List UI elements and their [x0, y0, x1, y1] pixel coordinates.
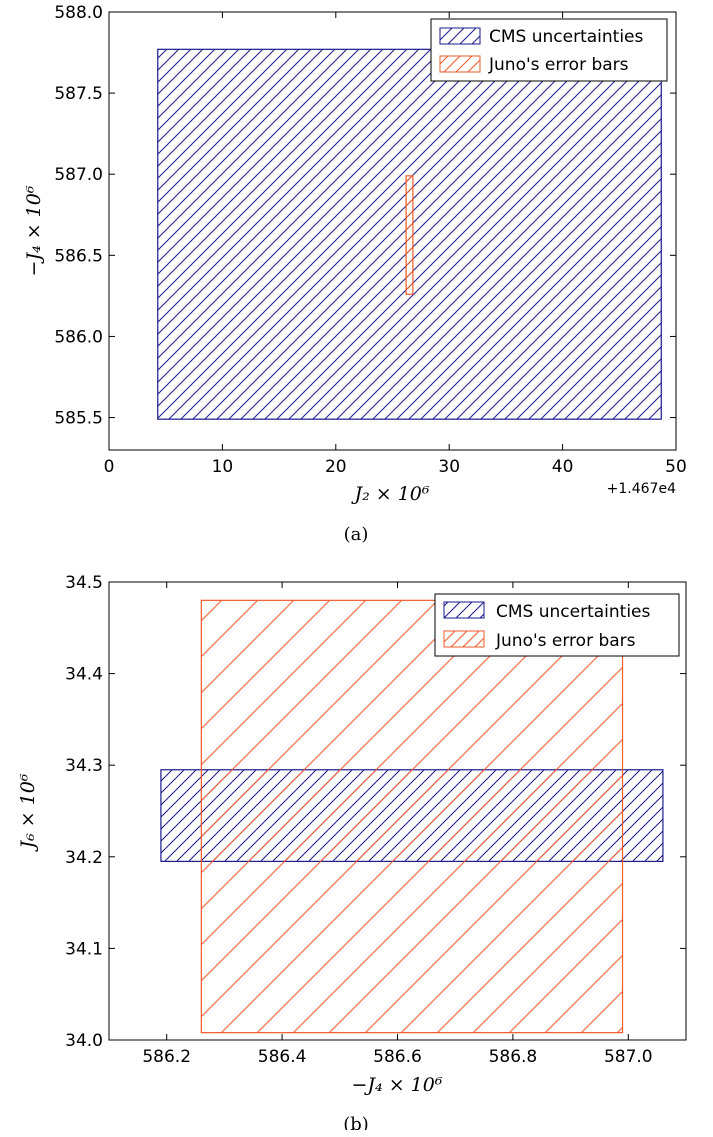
chart-a-ylabel: −J₄ × 10⁶: [23, 185, 45, 276]
chart-b-xtick-label: 587.0: [604, 1047, 653, 1067]
chart-a-ytick-label: 586.5: [54, 246, 103, 266]
chart-b-legend-label-cms: CMS uncertainties: [496, 602, 651, 622]
chart-a-legend-label-juno: Juno's error bars: [488, 55, 629, 75]
chart-b-series: [160, 599, 664, 1034]
chart-a-xtick-label: 30: [438, 457, 460, 477]
chart-b: 586.2 586.4 586.6 586.8 587.0 34.0 34.1 34.2 34.…: [17, 573, 687, 1130]
chart-a-ytick-label: 588.0: [54, 3, 103, 23]
chart-a-x-offset: +1.467e4: [607, 481, 676, 497]
chart-a-legend-swatch-cms: [439, 27, 481, 45]
chart-a-caption: (a): [344, 524, 369, 545]
chart-b-ytick-label: 34.4: [65, 665, 103, 685]
chart-a-ytick-label: 585.5: [54, 409, 103, 429]
chart-b-xtick-label: 586.2: [142, 1047, 191, 1067]
chart-b-xtick-label: 586.4: [258, 1047, 307, 1067]
chart-b-ticks: 586.2 586.4 586.6 586.8 587.0 34.0 34.1 34.2 34.…: [65, 573, 686, 1067]
chart-b-legend-label-juno: Juno's error bars: [495, 631, 636, 651]
chart-a: 0 10 20 30 40 50 585.5 586.0 586.5 587.0 587.5 588.…: [23, 3, 687, 545]
chart-a-xtick-label: 40: [552, 457, 574, 477]
chart-a-legend-swatch-juno: [439, 55, 481, 73]
chart-b-legend-swatch-cms: [443, 601, 485, 619]
chart-a-ytick-label: 587.5: [54, 84, 103, 104]
chart-b-ytick-label: 34.2: [65, 848, 103, 868]
chart-b-ytick-label: 34.5: [65, 573, 103, 593]
chart-b-ytick-label: 34.3: [65, 756, 103, 776]
chart-b-xtick-label: 586.6: [373, 1047, 422, 1067]
chart-b-ytick-label: 34.0: [65, 1031, 103, 1051]
chart-a-xtick-label: 20: [325, 457, 347, 477]
chart-b-legend: CMS uncertainties Juno's error bars: [434, 593, 680, 657]
chart-a-ticks: 0 10 20 30 40 50 585.5 586.0 586.5 587.0 587.5 588.…: [54, 3, 686, 477]
chart-b-region-juno: [200, 599, 624, 1034]
chart-a-ytick-label: 587.0: [54, 165, 103, 185]
chart-a-xtick-label: 50: [665, 457, 687, 477]
chart-a-xtick-label: 10: [212, 457, 234, 477]
chart-b-legend-swatch-juno: [443, 630, 485, 648]
chart-a-frame: [108, 11, 677, 451]
chart-a-legend: CMS uncertainties Juno's error bars: [430, 18, 668, 82]
chart-b-ylabel: J₆ × 10⁶: [17, 773, 39, 852]
chart-b-xtick-label: 586.8: [489, 1047, 538, 1067]
chart-a-legend-label-cms: CMS uncertainties: [489, 27, 644, 47]
chart-a-series: [157, 48, 662, 420]
chart-b-ytick-label: 34.1: [65, 939, 103, 959]
chart-b-xlabel: −J₄ × 10⁶: [352, 1074, 443, 1096]
chart-a-xlabel: J₂ × 10⁶: [350, 483, 429, 505]
chart-a-xtick-label: 0: [104, 457, 115, 477]
chart-a-ytick-label: 586.0: [54, 327, 103, 347]
chart-a-region-juno: [405, 175, 414, 295]
chart-b-caption: (b): [343, 1114, 369, 1130]
